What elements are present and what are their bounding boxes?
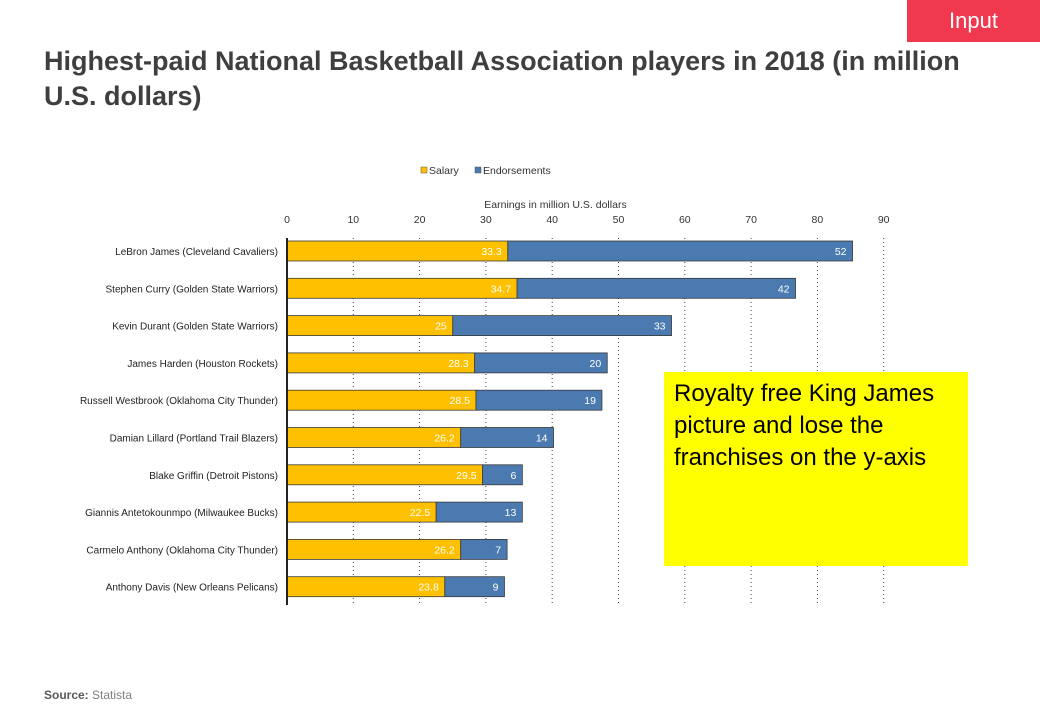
- data-label-salary: 29.5: [456, 470, 477, 482]
- bar-endorsements: [516, 277, 796, 299]
- data-label-salary: 22.5: [410, 507, 431, 519]
- source-label: Source:: [44, 688, 89, 702]
- bar-salary: [286, 277, 518, 299]
- category-label: Blake Griffin (Detroit Pistons): [149, 471, 278, 482]
- input-badge: Input: [907, 0, 1040, 42]
- data-label-endorsements: 19: [584, 395, 596, 407]
- x-tick-label: 0: [284, 214, 290, 226]
- data-label-endorsements: 9: [493, 582, 499, 594]
- data-label-endorsements: 7: [495, 544, 501, 556]
- data-label-salary: 28.5: [450, 395, 471, 407]
- x-tick-label: 10: [347, 214, 359, 226]
- bar-salary: [286, 464, 483, 486]
- data-label-salary: 23.8: [418, 582, 439, 594]
- data-label-salary: 33.3: [481, 246, 502, 258]
- x-tick-label: 50: [613, 214, 625, 226]
- source-value: Statista: [92, 688, 133, 702]
- category-label: LeBron James (Cleveland Cavaliers): [115, 247, 278, 258]
- data-label-endorsements: 6: [511, 470, 517, 482]
- data-label-salary: 34.7: [491, 283, 512, 295]
- data-label-endorsements: 42: [778, 283, 790, 295]
- bar-endorsements: [460, 539, 508, 560]
- category-label: Kevin Durant (Golden State Warriors): [112, 322, 278, 333]
- data-label-endorsements: 14: [536, 433, 548, 445]
- bar-endorsements: [474, 352, 608, 374]
- x-tick-label: 20: [414, 214, 426, 226]
- bar-endorsements: [452, 315, 672, 337]
- bar-endorsements: [482, 464, 523, 486]
- x-tick-label: 40: [546, 214, 558, 226]
- category-label: Carmelo Anthony (Oklahoma City Thunder): [86, 545, 278, 556]
- data-label-endorsements: 33: [654, 321, 666, 333]
- bar-endorsements: [475, 389, 603, 411]
- bar-endorsements: [460, 427, 554, 448]
- category-label: Anthony Davis (New Orleans Pelicans): [106, 583, 278, 594]
- bar-endorsements: [435, 501, 523, 523]
- source-line: Source: Statista: [44, 688, 132, 702]
- category-label: Giannis Antetokounmpo (Milwaukee Bucks): [85, 508, 278, 519]
- x-tick-label: 80: [812, 214, 824, 226]
- x-tick-label: 90: [878, 214, 890, 226]
- data-label-endorsements: 52: [835, 246, 847, 258]
- data-label-salary: 26.2: [434, 544, 455, 556]
- legend-label-salary: Salary: [429, 165, 460, 177]
- bar-endorsements: [444, 576, 505, 598]
- data-label-salary: 25: [435, 321, 447, 333]
- data-label-salary: 26.2: [434, 433, 455, 445]
- bar-endorsements: [507, 240, 853, 262]
- x-tick-label: 70: [745, 214, 757, 226]
- data-label-salary: 28.3: [448, 358, 469, 370]
- category-label: Russell Westbrook (Oklahoma City Thunder…: [80, 396, 278, 407]
- legend-swatch-salary: [420, 166, 428, 174]
- x-tick-label: 60: [679, 214, 691, 226]
- category-label: Stephen Curry (Golden State Warriors): [106, 284, 278, 295]
- bar-salary: [286, 240, 509, 262]
- legend-label-endorsements: Endorsements: [483, 165, 551, 177]
- data-label-endorsements: 13: [505, 507, 517, 519]
- x-tick-label: 30: [480, 214, 492, 226]
- bar-salary: [286, 389, 477, 411]
- category-label: James Harden (Houston Rockets): [127, 359, 278, 370]
- x-axis-title: Earnings in million U.S. dollars: [484, 199, 626, 211]
- legend-swatch-endorsements: [474, 166, 482, 174]
- bar-salary: [286, 315, 454, 337]
- data-label-endorsements: 20: [590, 358, 602, 370]
- category-label: Damian Lillard (Portland Trail Blazers): [110, 434, 278, 445]
- annotation-note: Royalty free King James picture and lose…: [664, 372, 968, 566]
- bar-salary: [286, 352, 476, 374]
- page-title: Highest-paid National Basketball Associa…: [44, 46, 960, 111]
